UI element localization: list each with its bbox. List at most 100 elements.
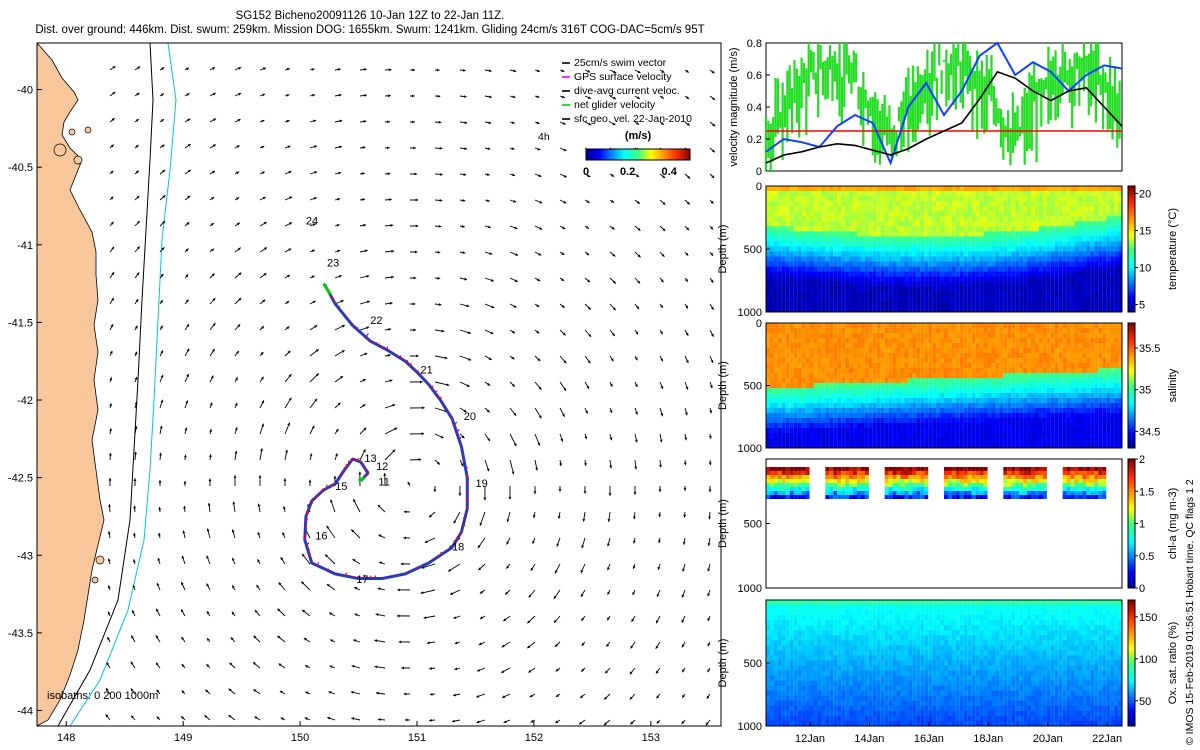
sal-cell [849, 343, 854, 349]
map-x-tick-label: 149 [174, 732, 192, 744]
sal-cell [805, 408, 810, 414]
sal-cell [868, 443, 873, 449]
temp-cell [932, 286, 937, 293]
temp-cell [975, 246, 980, 253]
sal-cell [809, 423, 814, 429]
temp-cell [837, 231, 842, 237]
temp-cell [1074, 191, 1079, 197]
temp-cell [936, 191, 941, 197]
sal-cell [841, 433, 846, 439]
sal-cell [880, 378, 885, 384]
current-vector-head [421, 432, 425, 436]
current-vector-head [211, 348, 215, 352]
temp-cell [1082, 226, 1087, 232]
current-vector-head [636, 96, 640, 99]
temp-cell [987, 201, 992, 207]
temp-cell [1015, 221, 1020, 227]
temp-cell [766, 196, 770, 202]
temp-cell [1062, 276, 1067, 283]
current-vector-head [325, 554, 328, 558]
current-vector-head [513, 443, 517, 447]
sal-cell [785, 393, 790, 399]
temp-cell [959, 261, 964, 268]
sal-cell [805, 358, 810, 364]
temp-cell [785, 206, 790, 212]
temp-cell [1062, 211, 1067, 217]
temp-cell [1031, 206, 1036, 212]
temp-cell [1054, 236, 1059, 242]
temp-cell [888, 291, 893, 298]
colorbar-cell [638, 149, 640, 160]
sal-cell [769, 388, 774, 394]
day-label: 24 [306, 216, 318, 228]
temp-cell [1110, 206, 1115, 212]
current-vector-head [107, 585, 111, 589]
current-vector-head [511, 471, 515, 475]
current-vector-head [479, 616, 483, 619]
temp-cell [971, 191, 976, 197]
temp-cell [1098, 261, 1103, 268]
sal-cell [817, 363, 822, 369]
temp-cell [785, 261, 790, 268]
sal-cell [833, 383, 838, 389]
sal-cell [837, 333, 842, 339]
sal-cell [785, 353, 790, 359]
temp-cell [1031, 236, 1036, 242]
current-vector-head [685, 278, 688, 282]
temp-cell [766, 301, 770, 308]
current-vector-head [486, 173, 490, 176]
sal-cell [813, 363, 818, 369]
day-label: 11 [378, 476, 389, 488]
current-vector-head [261, 423, 265, 427]
sal-cell [884, 368, 889, 374]
temp-cell [1114, 186, 1119, 192]
temp-cell [924, 216, 929, 222]
sal-cell [872, 438, 877, 444]
temp-cell [813, 246, 818, 253]
temp-cell [829, 256, 834, 263]
temp-cell [904, 296, 909, 303]
temp-cell [1034, 306, 1039, 313]
legend-label: sfc geo. vel. 22-Jan-2010 [574, 113, 692, 125]
temp-colorbar-cell [1128, 270, 1135, 272]
sal-cell [817, 328, 822, 334]
sal-cell [809, 393, 814, 399]
temp-cell [967, 251, 972, 258]
temp-cell [1031, 266, 1036, 273]
temp-cell [991, 266, 996, 273]
temp-cell [781, 226, 786, 232]
temp-cell [860, 251, 865, 258]
temp-cell [1050, 246, 1055, 253]
temp-cell [1090, 221, 1095, 227]
current-vector-head [288, 374, 292, 378]
current-vector-head [477, 545, 481, 549]
temp-cell [860, 231, 865, 237]
sal-cell [785, 338, 790, 344]
sal-cell [833, 373, 838, 379]
temp-cell [1031, 231, 1036, 237]
temp-cell [1019, 276, 1024, 283]
current-vector-head [328, 691, 332, 694]
temp-cell [928, 281, 933, 288]
temp-cell [951, 291, 956, 298]
sal-cell [853, 388, 858, 394]
temp-cell [793, 261, 798, 268]
current-vector-head [558, 489, 562, 492]
current-vector-head [183, 480, 187, 484]
sal-cell [849, 323, 854, 329]
temp-cell [1090, 251, 1095, 258]
temp-cell [825, 266, 830, 273]
temp-cell [896, 301, 901, 308]
temp-cell [825, 291, 830, 298]
swim-vector-marker [367, 470, 370, 474]
temp-cell [853, 211, 858, 217]
temp-cell [928, 216, 933, 222]
sal-cell [785, 423, 790, 429]
temp-cell [999, 206, 1004, 212]
colorbar-cell [625, 149, 627, 160]
temp-cell [896, 246, 901, 253]
sal-cell [785, 388, 790, 394]
temp-cell [1023, 246, 1028, 253]
temp-cell [837, 251, 842, 258]
temp-cell [825, 276, 830, 283]
